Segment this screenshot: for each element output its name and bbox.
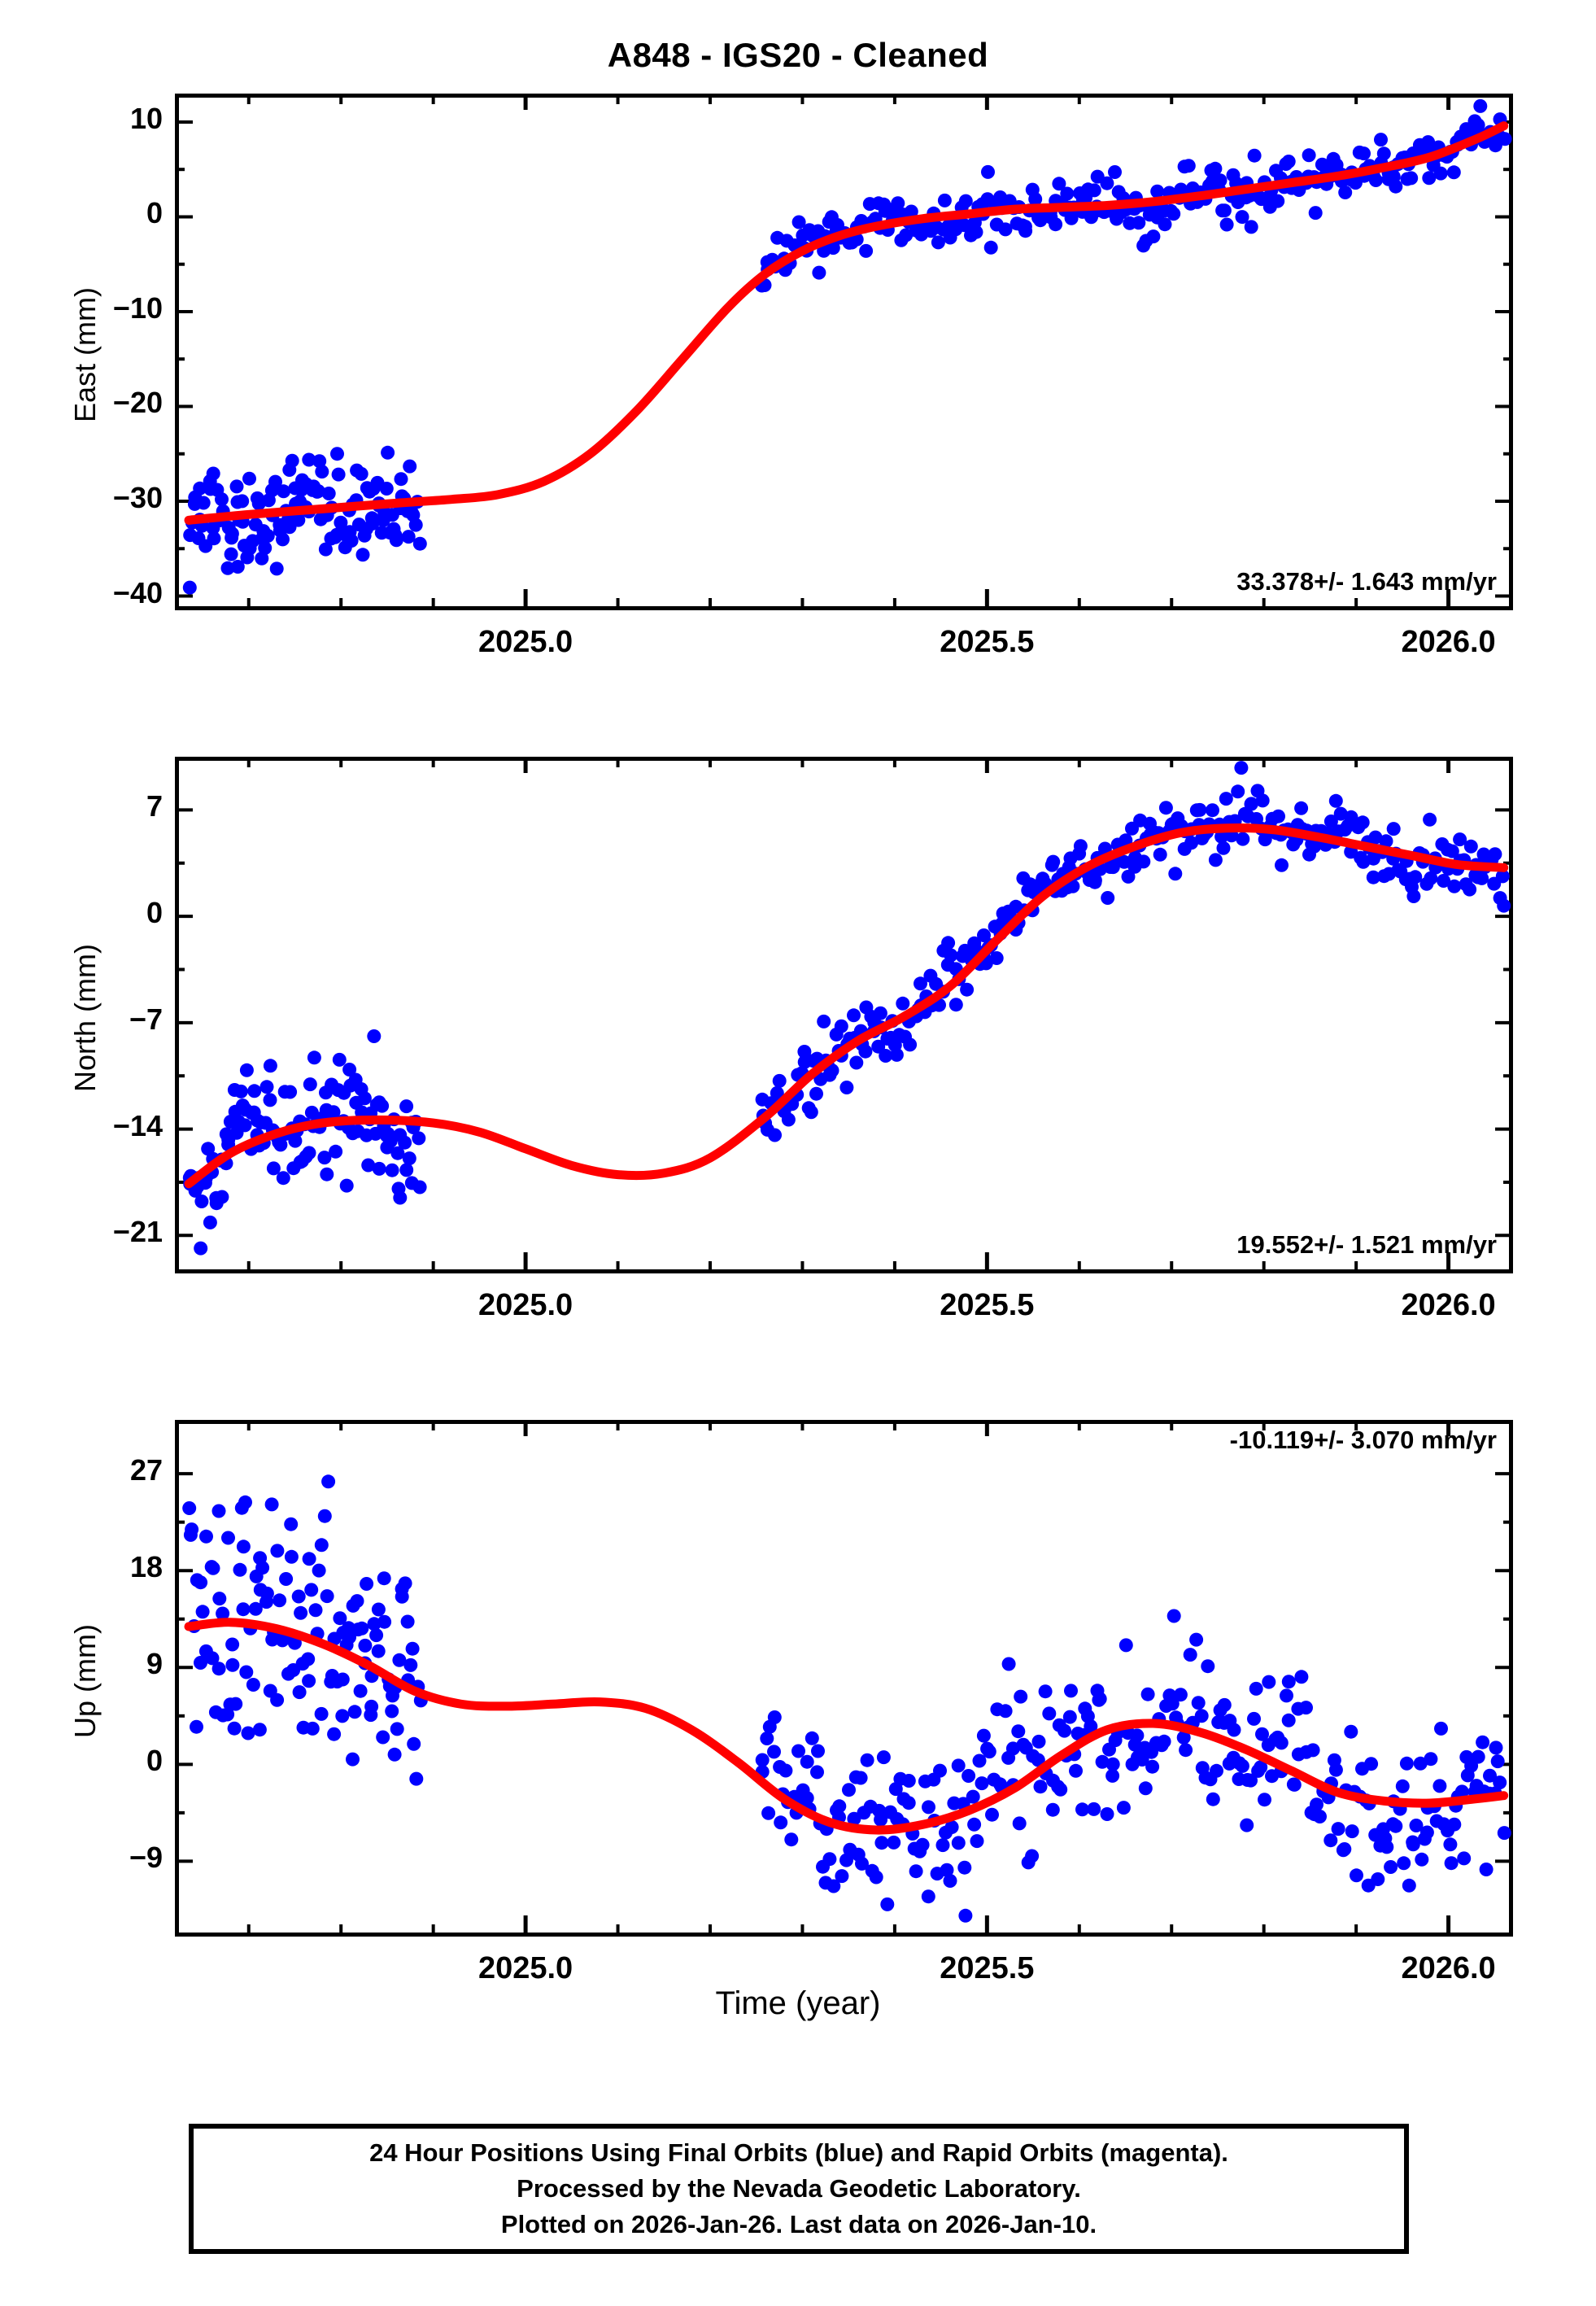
xtick-label: 2025.0: [477, 1288, 573, 1322]
ytick-label: −9: [129, 1841, 163, 1875]
axis-ticks: [175, 94, 1513, 610]
ytick-label: 7: [146, 789, 163, 823]
page-title: A848 - IGS20 - Cleaned: [607, 36, 989, 74]
data-points: [182, 98, 1512, 595]
xtick-label: 2025.5: [940, 625, 1035, 659]
ytick-label: 0: [146, 1744, 163, 1778]
panel-north-rate: 19.552+/- 1.521 mm/yr: [1236, 1230, 1497, 1259]
panel-north-plot: [175, 757, 1513, 1273]
ytick-label: 9: [146, 1647, 163, 1681]
xtick-label: 2025.5: [940, 1951, 1035, 1985]
ytick-label: −7: [129, 1002, 163, 1036]
fit-line: [184, 121, 1509, 525]
ytick-label: 18: [129, 1550, 163, 1584]
xaxis-title: Time (year): [715, 1985, 881, 2021]
ytick-label: 0: [146, 196, 163, 230]
panel-east-rate: 33.378+/- 1.643 mm/yr: [1236, 567, 1497, 596]
ytick-label: 0: [146, 896, 163, 930]
ytick-label: −14: [112, 1108, 163, 1142]
data-points: [182, 1474, 1511, 1923]
ytick-label: −10: [112, 290, 163, 325]
footer-box: 24 Hour Positions Using Final Orbits (bl…: [189, 2124, 1409, 2254]
fit-line: [184, 823, 1509, 1189]
footer-line-3: Plotted on 2026-Jan-26. Last data on 202…: [500, 2210, 1097, 2238]
ytick-label: 27: [129, 1453, 163, 1487]
panel-up: [175, 1420, 1513, 1937]
fit-line: [184, 1618, 1509, 1835]
footer-line-1: 24 Hour Positions Using Final Orbits (bl…: [369, 2138, 1228, 2167]
xtick-label: 2025.5: [940, 1288, 1035, 1322]
xtick-label: 2026.0: [1401, 1288, 1496, 1322]
panel-east-ylabel: East (mm): [68, 287, 102, 422]
panel-east: [175, 94, 1513, 610]
axis-ticks: [175, 757, 1513, 1273]
xtick-label: 2025.0: [477, 625, 573, 659]
panel-north: [175, 757, 1513, 1273]
xtick-label: 2026.0: [1401, 625, 1496, 659]
ytick-label: −40: [112, 575, 163, 609]
ytick-label: 10: [129, 101, 163, 135]
panel-up-plot: [175, 1420, 1513, 1937]
ytick-label: −30: [112, 481, 163, 514]
ytick-label: −20: [112, 386, 163, 420]
xtick-label: 2025.0: [477, 1951, 573, 1985]
footer-line-2: Processed by the Nevada Geodetic Laborat…: [517, 2173, 1081, 2203]
panel-east-plot: [175, 94, 1513, 610]
ytick-label: −21: [112, 1215, 163, 1249]
xtick-label: 2026.0: [1401, 1951, 1496, 1985]
panel-up-rate: -10.119+/- 3.070 mm/yr: [1229, 1426, 1497, 1454]
